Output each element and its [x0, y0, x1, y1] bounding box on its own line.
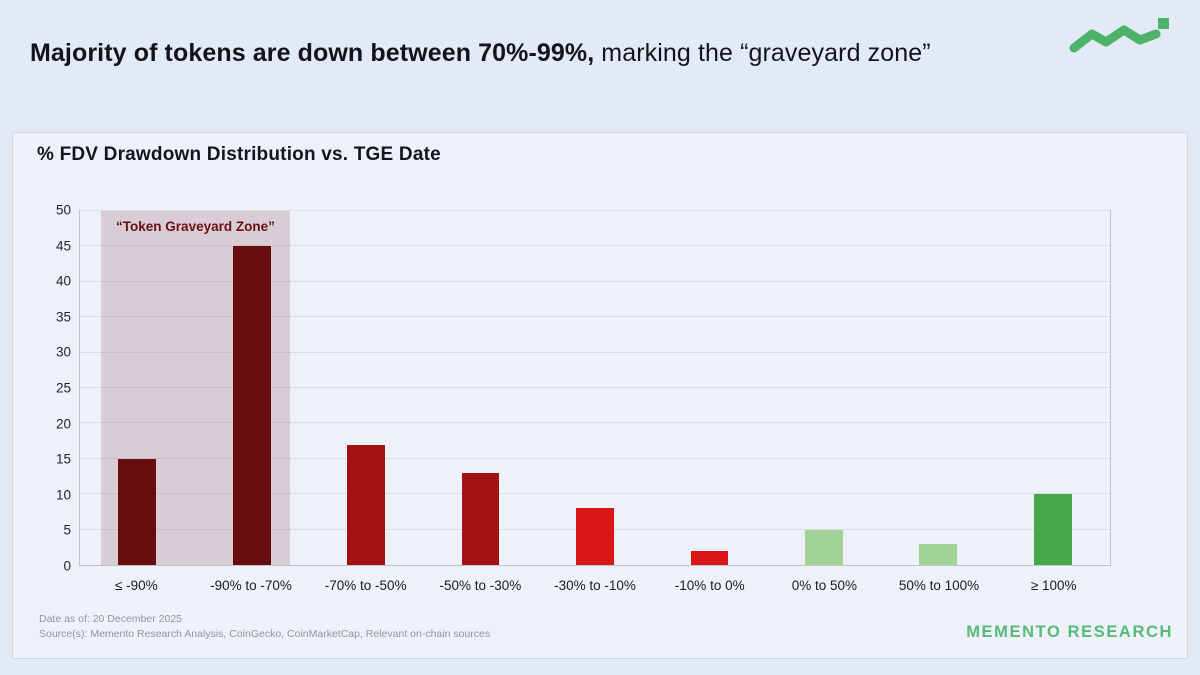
- page-title: Majority of tokens are down between 70%-…: [30, 36, 1060, 71]
- bar-1: [232, 246, 271, 565]
- bar-slot-7: [881, 211, 995, 565]
- chart-title: % FDV Drawdown Distribution vs. TGE Date: [37, 144, 441, 165]
- page-title-emphasis: Majority of tokens are down between 70%-…: [30, 39, 595, 67]
- gridline-y-35: [80, 316, 1110, 318]
- y-tick-label-30: 30: [55, 344, 71, 360]
- date-note: Date as of: 20 December 2025: [39, 613, 183, 625]
- gridline-y-40: [80, 280, 1110, 282]
- x-axis: ≤ -90% -90% to -70% -70% to -50% -50% to -3…: [79, 578, 1111, 593]
- graveyard-zone-label: “Token Graveyard Zone”: [116, 219, 275, 234]
- bars-container: [80, 211, 1110, 565]
- gridline-y-15: [80, 457, 1110, 459]
- y-tick-label-25: 25: [55, 380, 71, 396]
- bar-slot-1: [194, 211, 308, 565]
- x-tick-label-0: ≤ -90%: [114, 578, 158, 593]
- memento-logo-icon: [1069, 18, 1169, 53]
- bar-slot-8: [996, 211, 1110, 565]
- y-tick-label-35: 35: [55, 309, 71, 325]
- y-tick-label-45: 45: [55, 238, 71, 254]
- y-tick-label-5: 5: [63, 522, 71, 538]
- brand-wordmark: MEMENTO RESEARCH: [966, 623, 1173, 641]
- bar-6: [804, 529, 843, 565]
- y-tick-label-10: 10: [55, 487, 71, 503]
- bar-5: [690, 550, 729, 565]
- x-tick-label-6: 0% to 50%: [791, 578, 858, 593]
- x-tick-label-2: -70% to -50%: [324, 578, 407, 593]
- chart-panel: % FDV Drawdown Distribution vs. TGE Date…: [12, 132, 1188, 659]
- gridline-y-30: [80, 351, 1110, 353]
- bar-slot-4: [538, 211, 652, 565]
- gridline-y-25: [80, 387, 1110, 388]
- bar-3: [461, 472, 500, 565]
- y-tick-label-0: 0: [63, 558, 71, 574]
- y-tick-label-15: 15: [55, 451, 71, 467]
- bar-slot-0: [80, 211, 194, 565]
- y-axis: 0 5 10 15 20 25 30 35 40 45 50: [13, 203, 71, 574]
- source-note: Source(s): Memento Research Analysis, Co…: [39, 628, 491, 640]
- bar-7: [919, 543, 958, 565]
- x-tick-label-1: -90% to -70%: [210, 578, 292, 593]
- bar-slot-2: [309, 211, 423, 565]
- bar-2: [347, 444, 385, 565]
- footnotes: Date as of: 20 December 2025 Source(s): …: [39, 612, 490, 642]
- x-tick-label-7: 50% to 100%: [898, 578, 980, 593]
- x-tick-label-8: ≥ 100%: [1030, 578, 1077, 593]
- bar-slot-5: [652, 211, 766, 565]
- y-tick-label-20: 20: [55, 416, 71, 432]
- gridline-y-10: [80, 493, 1110, 495]
- x-tick-label-5: -10% to 0%: [674, 578, 745, 593]
- y-tick-label-50: 50: [55, 202, 71, 218]
- bar-slot-3: [423, 211, 537, 565]
- gridline-y-50: [80, 210, 1110, 211]
- bar-slot-6: [767, 211, 881, 565]
- gridline-y-45: [80, 245, 1110, 247]
- gridline-y-20: [80, 422, 1110, 424]
- plot-area: “Token Graveyard Zone”: [79, 210, 1111, 566]
- plot-wrap: 0 5 10 15 20 25 30 35 40 45 50 “Token Graveyard Zo…: [13, 133, 1187, 658]
- x-tick-label-4: -30% to -10%: [554, 578, 636, 593]
- bar-4: [576, 508, 614, 565]
- bar-0: [118, 458, 157, 565]
- y-tick-label-40: 40: [55, 273, 71, 289]
- page-title-rest: marking the “graveyard zone”: [594, 39, 931, 67]
- x-tick-label-3: -50% to -30%: [439, 578, 522, 593]
- bar-8: [1033, 494, 1072, 565]
